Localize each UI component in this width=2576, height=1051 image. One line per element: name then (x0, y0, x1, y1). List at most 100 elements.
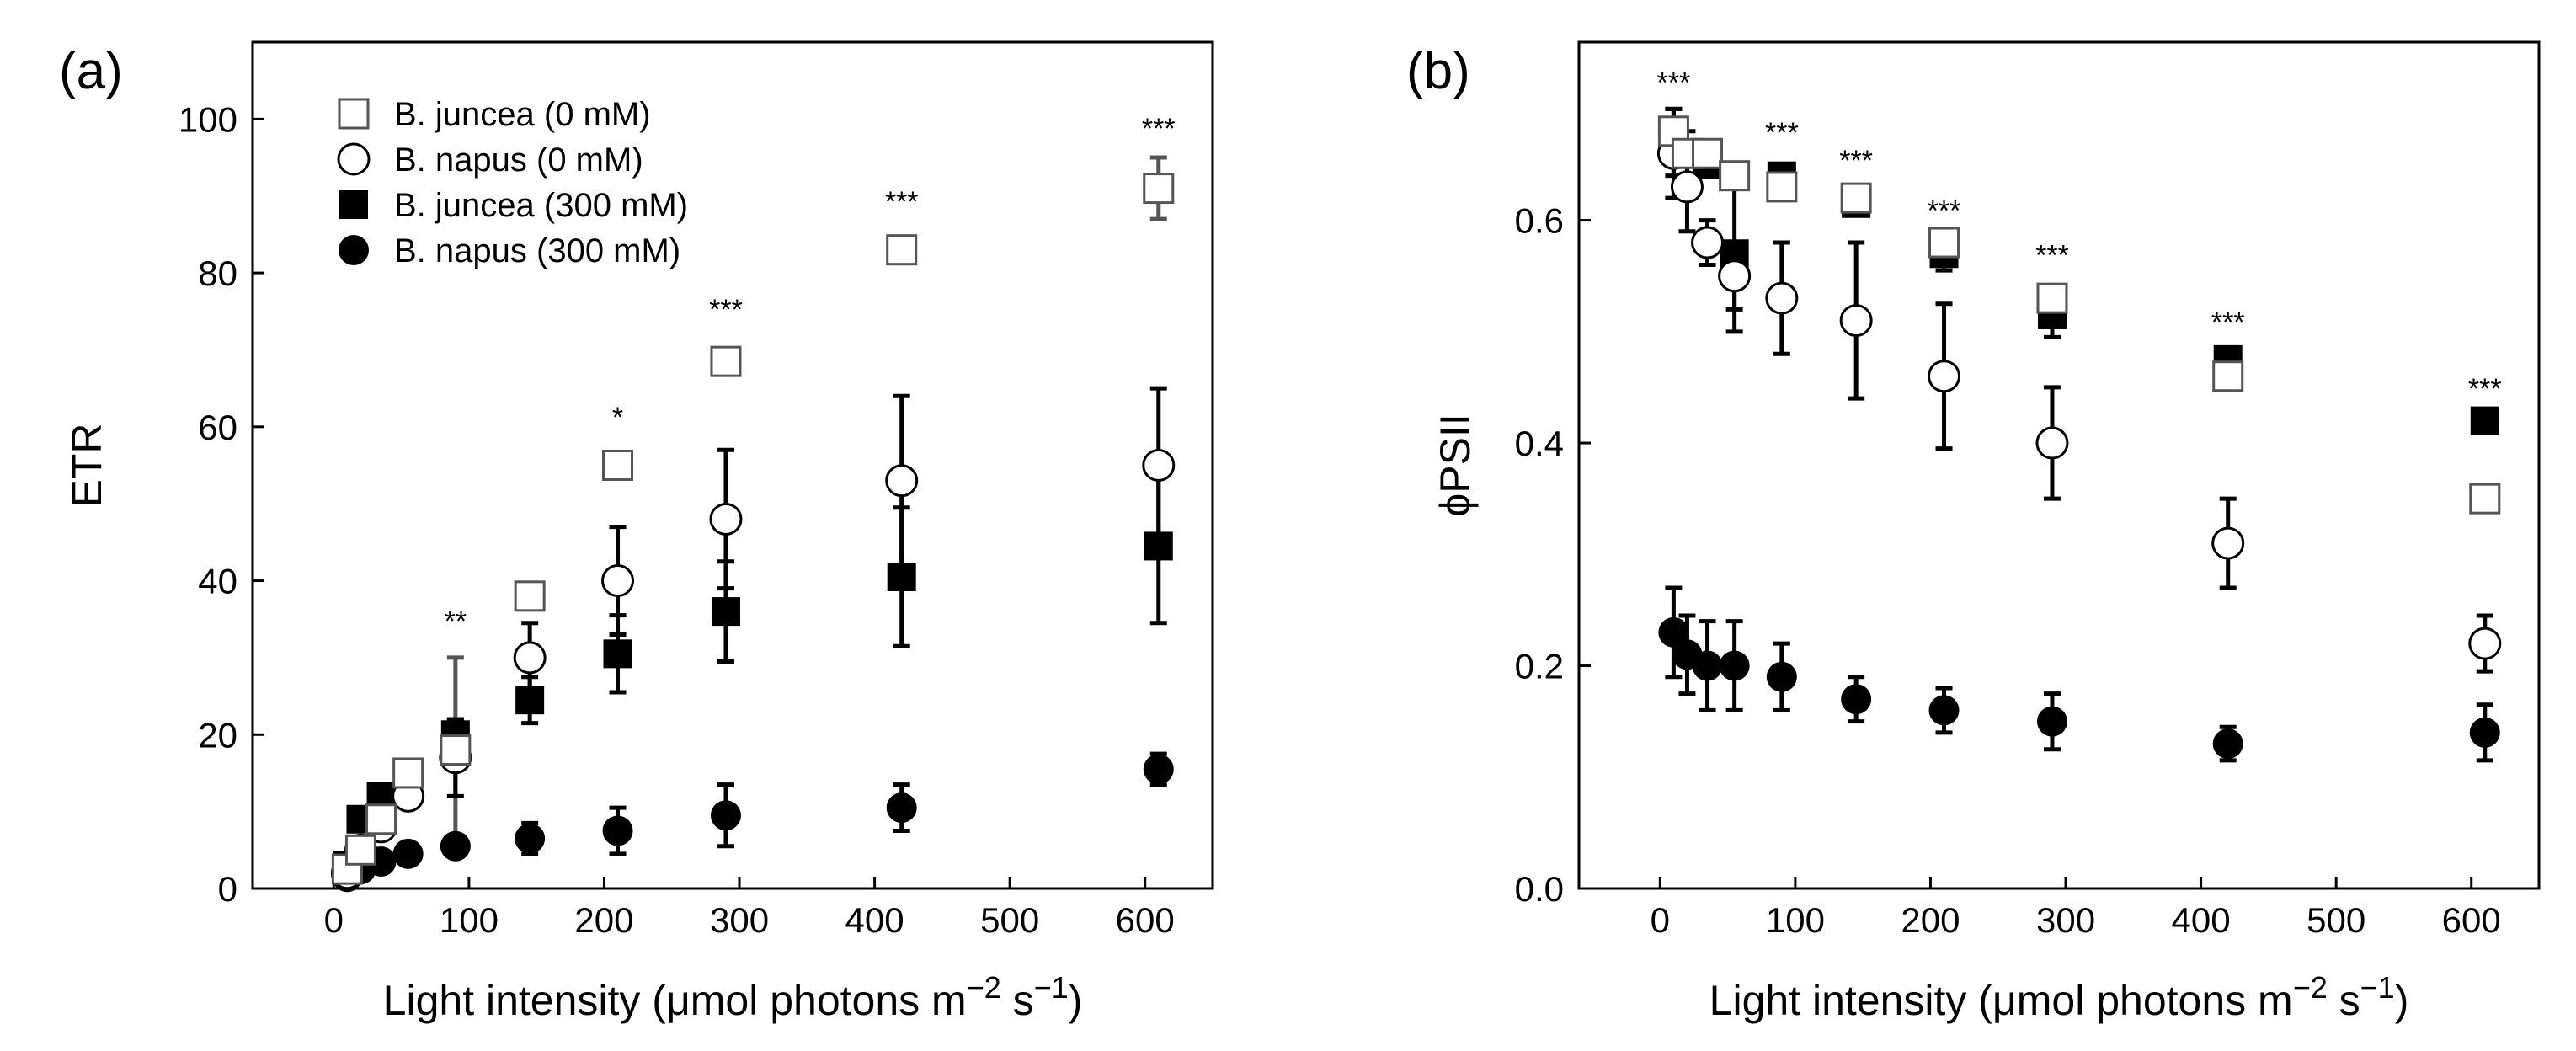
data-point-series-1 (1765, 281, 1799, 315)
legend-label: B. napus (0 mM) (394, 141, 643, 179)
x-tick-label: 300 (710, 900, 769, 940)
y-tick-label: 0 (218, 869, 237, 909)
y-tick-label: 80 (198, 253, 237, 293)
x-axis-label-part: Light intensity ( (1709, 977, 1993, 1024)
data-point-series-3 (1692, 650, 1723, 681)
y-axis-label: ϕPSII (1432, 413, 1479, 517)
data-point-series-1 (1928, 360, 1961, 393)
data-point-series-1 (1670, 170, 1704, 204)
x-tick-label: 0 (324, 900, 344, 940)
x-axis-label-part: Light intensity ( (383, 977, 667, 1024)
significance-label: *** (2468, 373, 2502, 405)
data-point-series-3 (1766, 661, 1797, 692)
data-point-series-3 (2212, 728, 2243, 760)
data-point-series-1 (601, 564, 635, 598)
significance-label: *** (1839, 145, 1873, 177)
y-tick-label: 0.2 (1515, 647, 1564, 686)
data-point-series-3 (1658, 616, 1689, 648)
significance-label: * (612, 402, 623, 434)
plot-frame (251, 40, 1214, 890)
x-tick-label: 100 (1766, 900, 1825, 940)
y-tick-label: 0.0 (1515, 869, 1564, 909)
data-point-series-1 (1691, 226, 1725, 259)
data-point-series-0 (1143, 173, 1175, 205)
legend-marker (337, 142, 371, 176)
x-axis-label-part: μmol photons m (666, 977, 967, 1024)
data-point-series-0 (514, 580, 546, 612)
x-axis-label-part: s (2328, 977, 2360, 1024)
data-point-series-2 (1144, 531, 1173, 561)
data-point-series-0 (1719, 160, 1751, 192)
data-point-series-0 (1692, 137, 1724, 169)
data-point-series-2 (603, 639, 632, 669)
data-point-series-3 (392, 838, 424, 869)
significance-label: *** (885, 186, 919, 218)
legend-label: B. juncea (0 mM) (394, 96, 651, 133)
plot-frame (1577, 40, 2541, 890)
significance-label: ** (445, 606, 467, 638)
data-point-series-0 (2036, 282, 2068, 314)
x-tick-label: 600 (2442, 900, 2501, 940)
y-tick-label: 0.6 (1515, 201, 1564, 241)
significance-label: *** (1928, 195, 1961, 227)
data-point-series-0 (1928, 227, 1960, 259)
x-tick-label: 200 (1901, 900, 1960, 940)
x-tick-label: 500 (980, 900, 1039, 940)
x-tick-label: 300 (2036, 900, 2095, 940)
data-point-series-3 (710, 800, 741, 831)
y-tick-label: 100 (179, 99, 237, 139)
data-point-series-3 (602, 815, 633, 846)
x-tick-label: 200 (574, 900, 633, 940)
y-tick-label: 60 (198, 408, 237, 447)
x-axis-label-part: μmol photons m (1992, 977, 2293, 1024)
data-point-series-3 (1928, 695, 1960, 726)
significance-label: *** (1765, 117, 1799, 149)
x-tick-label: 500 (2307, 900, 2365, 940)
data-point-series-3 (2469, 717, 2500, 748)
data-point-series-1 (1142, 449, 1176, 482)
x-axis-label-part: s (1001, 977, 1034, 1024)
data-point-series-3 (440, 830, 471, 862)
data-point-series-1 (885, 464, 919, 498)
data-point-series-1 (513, 641, 547, 675)
data-point-series-0 (886, 234, 918, 266)
data-point-series-0 (1840, 182, 1872, 214)
data-point-series-1 (1839, 304, 1873, 338)
data-point-series-0 (2212, 360, 2244, 392)
data-point-series-3 (515, 823, 546, 854)
y-tick-label: 40 (198, 562, 237, 601)
x-axis-label-superscript: −1 (2360, 970, 2395, 1005)
data-point-series-3 (2036, 706, 2067, 737)
x-tick-label: 400 (845, 900, 904, 940)
data-point-series-3 (1841, 684, 1872, 715)
legend-marker (339, 235, 369, 265)
x-tick-label: 600 (1116, 900, 1175, 940)
data-point-series-0 (710, 345, 742, 377)
x-axis-label: Light intensity (μmol photons m−2 s−1) (383, 970, 1083, 1025)
data-point-series-2 (887, 562, 916, 591)
significance-label: *** (2211, 307, 2245, 339)
significance-label: *** (2035, 239, 2069, 271)
data-point-series-1 (2035, 426, 2069, 460)
x-tick-label: 400 (2172, 900, 2231, 940)
legend-marker (338, 98, 370, 130)
x-axis-label: Light intensity (μmol photons m−2 s−1) (1709, 970, 2409, 1025)
y-tick-label: 20 (198, 715, 237, 755)
data-point-series-2 (515, 686, 545, 715)
data-point-series-3 (1719, 650, 1750, 681)
x-axis-label-superscript: −2 (967, 970, 1001, 1005)
data-point-series-1 (2468, 627, 2502, 660)
data-point-series-1 (2211, 526, 2245, 560)
significance-label: *** (709, 294, 743, 326)
data-point-series-2 (2470, 406, 2499, 435)
significance-label: *** (1142, 113, 1176, 145)
x-tick-label: 0 (1651, 900, 1670, 940)
panel-label: (b) (1406, 42, 1470, 100)
data-point-series-0 (365, 803, 397, 835)
legend-label: B. juncea (300 mM) (394, 187, 688, 224)
panel-a-etr: 0 100 200 300 400 500 600 0 20 40 60 80 100 (a) ETR Lig… (59, 40, 1214, 1025)
panel-b-phipsii: 0 100 200 300 400 500 600 0.0 0.2 0.4 0.6 (b) ϕPSII L… (1406, 40, 2541, 1025)
x-axis-label-part: ) (2395, 977, 2409, 1024)
x-axis-label-part: ) (1069, 977, 1083, 1024)
